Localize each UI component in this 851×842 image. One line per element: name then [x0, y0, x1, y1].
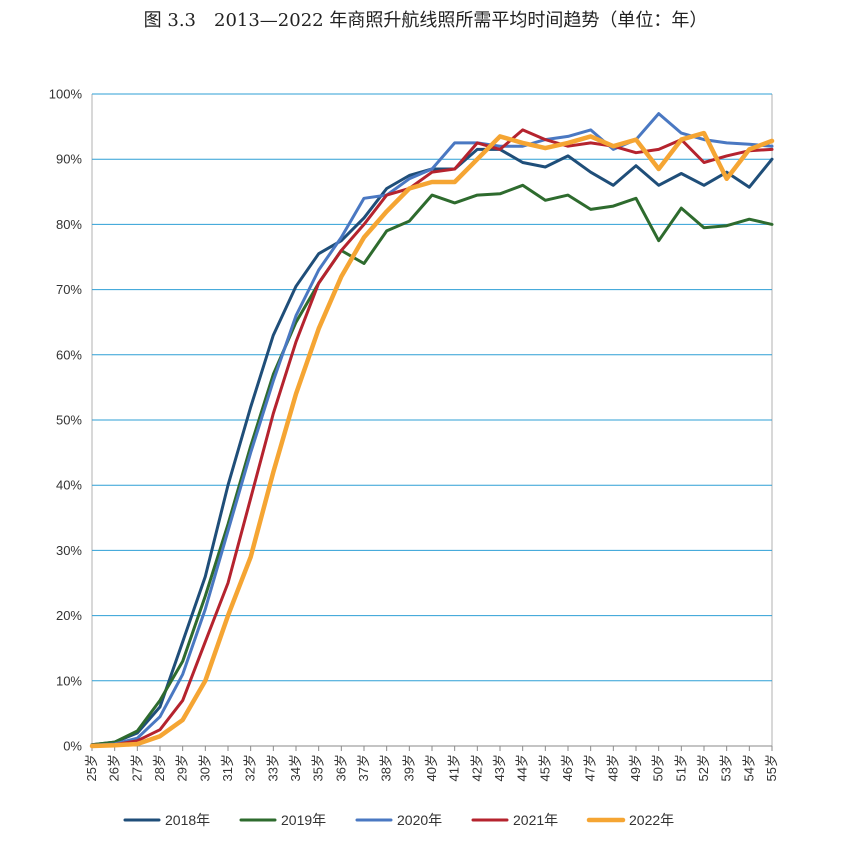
x-tick-label: 33岁	[265, 754, 280, 781]
x-tick-label: 25岁	[84, 754, 99, 781]
chart-title: 图 3.3 2013—2022 年商照升航线照所需平均时间趋势（单位：年）	[143, 10, 708, 31]
x-axis-ticks: 25岁 26岁 27岁 28岁 29岁 30岁 31岁 32岁 33岁 34岁 35岁 36岁 37岁 3…	[84, 746, 779, 781]
y-tick-label: 40%	[56, 478, 82, 493]
x-tick-label: 51岁	[673, 754, 688, 781]
x-tick-label: 38岁	[379, 754, 394, 781]
y-tick-label: 100%	[49, 87, 83, 102]
y-tick-label: 10%	[56, 673, 82, 688]
y-tick-label: 0%	[63, 739, 82, 754]
x-tick-label: 36岁	[333, 754, 348, 781]
x-tick-label: 44岁	[515, 754, 530, 781]
x-tick-label: 40岁	[424, 754, 439, 781]
y-tick-label: 70%	[56, 282, 82, 297]
x-tick-label: 53岁	[719, 754, 734, 781]
y-tick-label: 50%	[56, 413, 82, 428]
legend-label: 2019年	[281, 812, 326, 828]
x-tick-label: 39岁	[401, 754, 416, 781]
x-tick-label: 42岁	[469, 754, 484, 781]
series-line	[90, 112, 774, 747]
x-tick-label: 54岁	[741, 754, 756, 781]
legend: 2018年 2019年 2020年 2021年 2022年	[123, 812, 674, 828]
x-tick-label: 47岁	[583, 754, 598, 781]
x-tick-label: 34岁	[288, 754, 303, 781]
grid	[91, 93, 773, 747]
y-tick-label: 80%	[56, 217, 82, 232]
y-tick-label: 30%	[56, 543, 82, 558]
x-tick-label: 30岁	[197, 754, 212, 781]
legend-label: 2021年	[513, 812, 558, 828]
x-tick-label: 28岁	[152, 754, 167, 781]
y-axis-ticks: 0% 10% 20% 30% 40% 50% 60% 70% 80% 90% 100%	[49, 87, 83, 754]
x-tick-label: 26岁	[107, 754, 122, 781]
legend-label: 2020年	[397, 812, 442, 828]
x-tick-label: 43岁	[492, 754, 507, 781]
x-tick-label: 45岁	[537, 754, 552, 781]
y-tick-label: 20%	[56, 608, 82, 623]
series-line	[89, 130, 775, 749]
x-tick-label: 48岁	[605, 754, 620, 781]
y-tick-label: 60%	[56, 347, 82, 362]
x-tick-label: 35岁	[311, 754, 326, 781]
legend-label: 2022年	[629, 812, 674, 828]
x-tick-label: 46岁	[560, 754, 575, 781]
series-line	[90, 128, 774, 747]
x-tick-label: 31岁	[220, 754, 235, 781]
x-tick-label: 37岁	[356, 754, 371, 781]
x-tick-label: 29岁	[175, 754, 190, 781]
x-tick-label: 41岁	[447, 754, 462, 781]
x-tick-label: 27岁	[129, 754, 144, 781]
x-tick-label: 52岁	[696, 754, 711, 781]
series-line	[90, 183, 774, 747]
x-tick-label: 50岁	[651, 754, 666, 781]
x-tick-label: 32岁	[243, 754, 258, 781]
x-tick-label: 49岁	[628, 754, 643, 781]
y-tick-label: 90%	[56, 152, 82, 167]
legend-label: 2018年	[165, 812, 210, 828]
x-tick-label: 55岁	[764, 754, 779, 781]
series-line	[90, 147, 774, 747]
series-lines	[89, 112, 775, 749]
